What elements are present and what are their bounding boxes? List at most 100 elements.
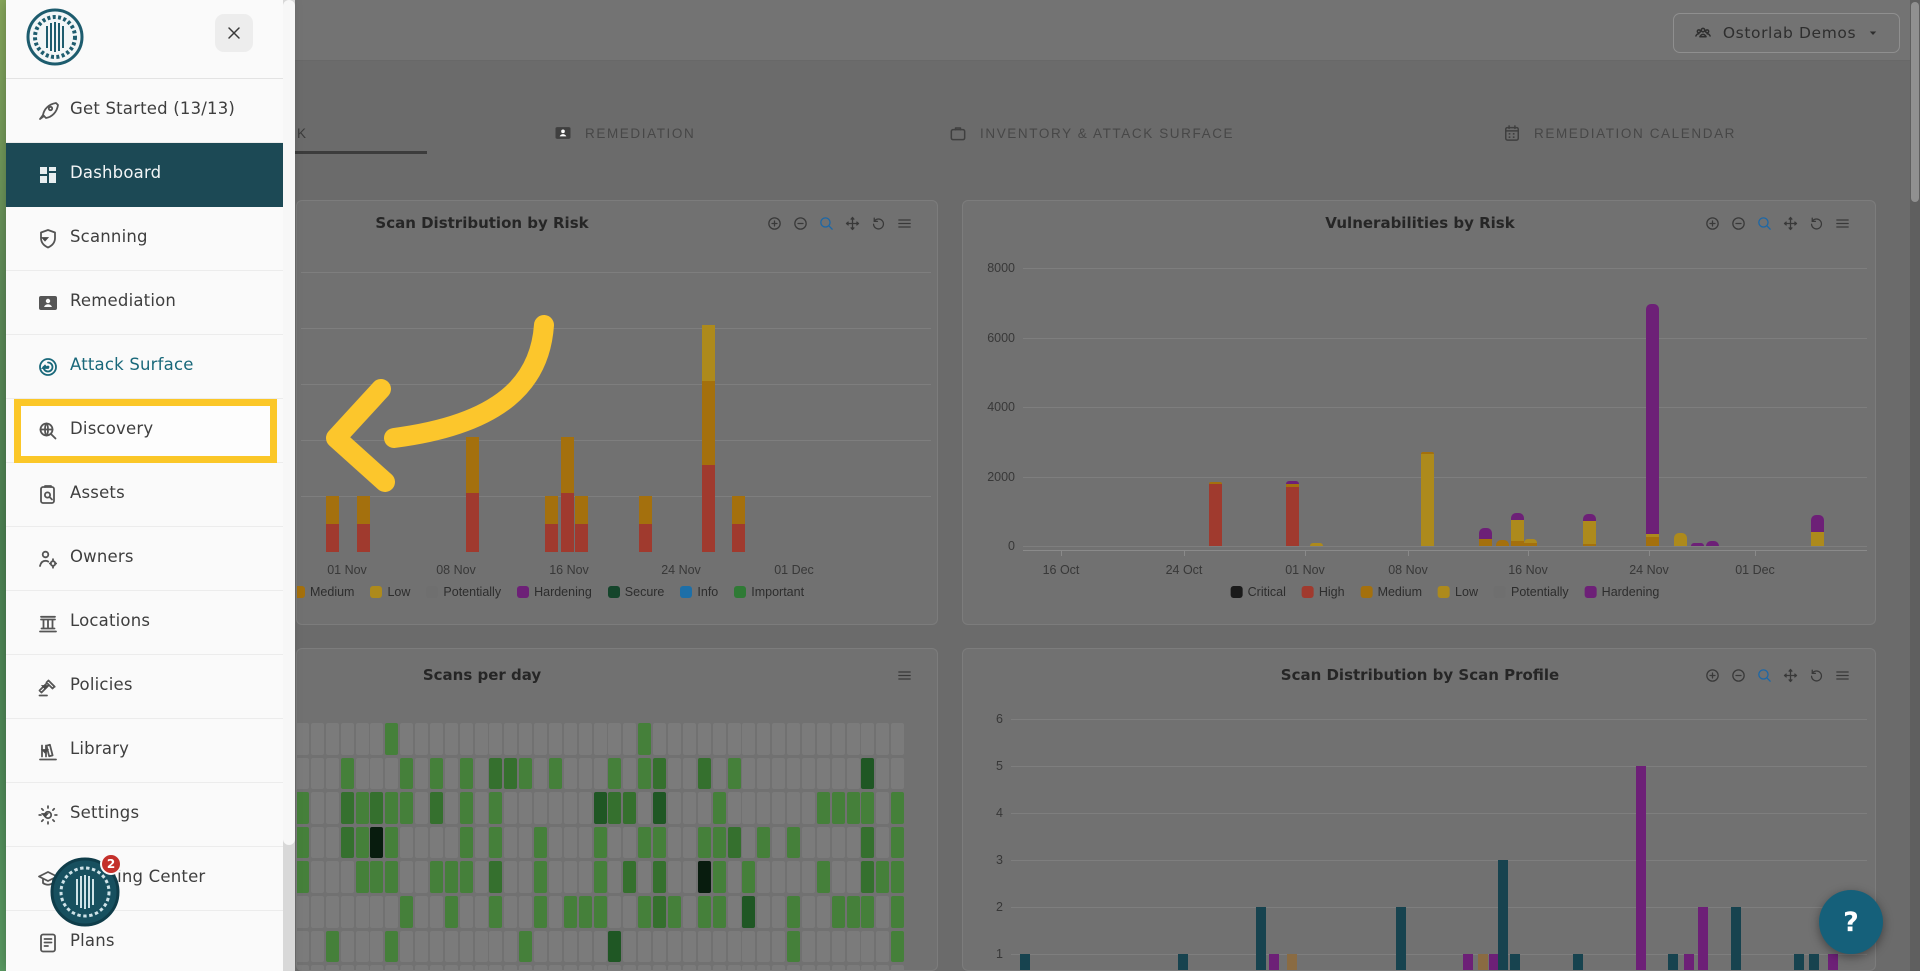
- heatmap-cell: [385, 930, 399, 963]
- legend-item-info[interactable]: Info: [680, 585, 718, 599]
- page-scrollbar-thumb[interactable]: [1911, 2, 1919, 202]
- heatmap-cell: [891, 861, 905, 893]
- heatmap-cell: [727, 861, 741, 893]
- legend-item-secure[interactable]: Secure: [607, 585, 664, 599]
- reset-icon[interactable]: [1808, 215, 1825, 232]
- shield-icon: [36, 227, 60, 251]
- heatmap-cell: [757, 861, 771, 893]
- tab-remediation-calendar[interactable]: REMEDIATION CALENDAR: [1502, 120, 1736, 146]
- legend-item-important[interactable]: Important: [734, 585, 804, 599]
- sidebar-item-settings[interactable]: Settings: [6, 783, 283, 847]
- legend-item-potentially[interactable]: Potentially: [1493, 585, 1569, 599]
- legend-item-critical[interactable]: Critical: [1230, 585, 1286, 599]
- heatmap-cell: [757, 723, 771, 755]
- legend-item-low[interactable]: Low: [1438, 585, 1478, 599]
- selection-zoom-icon[interactable]: [1756, 215, 1773, 232]
- group-icon: [1693, 23, 1713, 43]
- bar-segment-medium: [702, 381, 715, 466]
- legend-item-high[interactable]: High: [1301, 585, 1345, 599]
- zoom-out-icon[interactable]: [1730, 215, 1747, 232]
- reset-icon[interactable]: [870, 215, 887, 232]
- org-selector-button[interactable]: Ostorlab Demos: [1673, 13, 1900, 53]
- legend-item-potentially[interactable]: Potentially: [426, 585, 501, 599]
- chat-widget-logo[interactable]: 2: [50, 853, 122, 927]
- gridline: [301, 272, 931, 273]
- heatmap-cell: [593, 826, 607, 859]
- menu-icon[interactable]: [1834, 667, 1851, 684]
- zoom-out-icon[interactable]: [792, 215, 809, 232]
- legend-label: Potentially: [443, 585, 502, 599]
- close-icon: [224, 23, 244, 43]
- sidebar-item-discovery[interactable]: Discovery: [6, 399, 283, 463]
- menu-icon[interactable]: [896, 215, 913, 232]
- heatmap-cell: [757, 896, 771, 928]
- heatmap-cell: [340, 896, 354, 928]
- heatmap-cell: [459, 826, 473, 859]
- legend-chip: [680, 586, 693, 598]
- legend-item-hardening[interactable]: Hardening: [1584, 585, 1659, 599]
- sidebar-item-learning-center[interactable]: Learning Center: [6, 847, 283, 911]
- heatmap-cell: [504, 792, 518, 824]
- sidebar-item-library[interactable]: Library: [6, 719, 283, 783]
- heatmap-cell: [638, 965, 652, 970]
- sidebar-item-owners[interactable]: Owners: [6, 527, 283, 591]
- legend-item-hardening[interactable]: Hardening: [517, 585, 592, 599]
- sidebar-item-attack-surface[interactable]: Attack Surface: [6, 335, 283, 399]
- heatmap-cell: [563, 826, 577, 859]
- menu-icon[interactable]: [1834, 215, 1851, 232]
- reset-icon[interactable]: [1808, 667, 1825, 684]
- sidebar-item-policies[interactable]: Policies: [6, 655, 283, 719]
- heatmap-cell: [355, 896, 369, 928]
- bar-teal: [1256, 907, 1266, 970]
- sidebar-item-get-started[interactable]: Get Started (13/13): [6, 79, 283, 143]
- zoom-out-icon[interactable]: [1730, 667, 1747, 684]
- heatmap-cell: [578, 723, 592, 755]
- caret-down-icon: [36, 742, 54, 760]
- sidebar-scrollbar[interactable]: [283, 0, 295, 971]
- selection-zoom-icon[interactable]: [1756, 667, 1773, 684]
- heatmap-cell: [474, 861, 488, 893]
- heatmap-cell: [787, 826, 801, 859]
- bar-teal: [1178, 954, 1188, 970]
- heatmap-cell: [325, 826, 339, 859]
- sidebar-item-assets[interactable]: Assets: [6, 463, 283, 527]
- x-axis-tick: [1528, 550, 1529, 556]
- sidebar-item-plans[interactable]: Plans: [6, 911, 283, 971]
- bar-teal: [1498, 860, 1508, 970]
- menu-icon[interactable]: [896, 667, 913, 684]
- bar-segment-low: [1310, 542, 1323, 546]
- legend-item-low[interactable]: Low: [370, 585, 410, 599]
- page-scrollbar[interactable]: [1910, 0, 1920, 971]
- heatmap-cell: [474, 792, 488, 824]
- tab-remediation[interactable]: REMEDIATION: [553, 120, 695, 146]
- tab-inventory-attack-surface[interactable]: INVENTORY & ATTACK SURFACE: [948, 120, 1234, 146]
- help-button[interactable]: ?: [1819, 890, 1883, 954]
- zoom-in-icon[interactable]: [766, 215, 783, 232]
- heatmap-cell: [891, 826, 905, 859]
- bar-segment-medium: [466, 437, 479, 494]
- pan-icon[interactable]: [1782, 215, 1799, 232]
- pan-icon[interactable]: [844, 215, 861, 232]
- pan-icon[interactable]: [1782, 667, 1799, 684]
- tab-k[interactable]: K: [297, 120, 308, 146]
- sidebar-item-scanning[interactable]: Scanning: [6, 207, 283, 271]
- sidebar-item-remediation[interactable]: Remediation: [6, 271, 283, 335]
- sidebar-scrollbar-thumb[interactable]: [283, 0, 295, 845]
- sidebar-item-dashboard[interactable]: Dashboard: [6, 143, 283, 207]
- legend-item-medium[interactable]: Medium: [1360, 585, 1422, 599]
- heatmap-cell: [787, 965, 801, 970]
- close-sidebar-button[interactable]: [215, 14, 253, 52]
- heatmap-cell: [325, 965, 339, 970]
- legend-item-medium[interactable]: Medium: [297, 585, 354, 599]
- heatmap-cell: [742, 965, 756, 970]
- heatmap-cell: [504, 896, 518, 928]
- sidebar-item-locations[interactable]: Locations: [6, 591, 283, 655]
- selection-zoom-icon[interactable]: [818, 215, 835, 232]
- heatmap-cell: [340, 826, 354, 859]
- heatmap-cell: [297, 826, 309, 859]
- x-axis-tick: [1305, 550, 1306, 556]
- zoom-in-icon[interactable]: [1704, 667, 1721, 684]
- zoom-in-icon[interactable]: [1704, 215, 1721, 232]
- heatmap-cell: [563, 965, 577, 970]
- legend-chip: [1360, 586, 1373, 598]
